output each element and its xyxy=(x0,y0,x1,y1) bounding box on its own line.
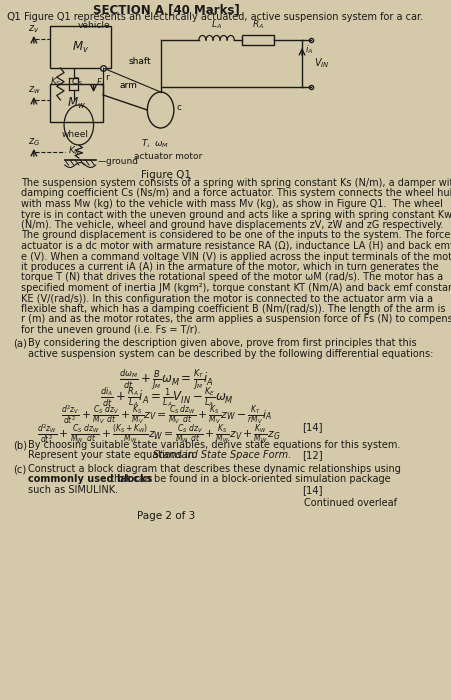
Text: SECTION A [40 Marks]: SECTION A [40 Marks] xyxy=(93,3,239,16)
Text: Page 2 of 3: Page 2 of 3 xyxy=(137,511,195,521)
Text: $i_A$: $i_A$ xyxy=(304,43,313,56)
Text: torque T (N) that drives the rotational speed of the motor ωM (rad/s). The motor: torque T (N) that drives the rotational … xyxy=(21,272,442,283)
Text: for the uneven ground (i.e. Fs = T/r).: for the uneven ground (i.e. Fs = T/r). xyxy=(21,325,200,335)
Text: [14]: [14] xyxy=(301,422,322,432)
Text: damping coefficient Cs (Ns/m) and a force actuator. This system connects the whe: damping coefficient Cs (Ns/m) and a forc… xyxy=(21,188,451,199)
Text: —ground: —ground xyxy=(97,157,138,166)
Text: $z_w$: $z_w$ xyxy=(28,84,41,96)
Text: $M_w$: $M_w$ xyxy=(67,95,86,111)
Text: Represent your state equations in: Represent your state equations in xyxy=(28,451,197,461)
Text: (N/m). The vehicle, wheel and ground have displacements zV, zW and zG respective: (N/m). The vehicle, wheel and ground hav… xyxy=(21,220,442,230)
Text: that can be found in a block-oriented simulation package: that can be found in a block-oriented si… xyxy=(106,475,390,484)
Text: $R_A$: $R_A$ xyxy=(251,18,263,31)
Text: actuator motor: actuator motor xyxy=(133,152,202,161)
Text: e (V). When a command voltage VIN (V) is applied across the input terminals of t: e (V). When a command voltage VIN (V) is… xyxy=(21,251,451,262)
Text: such as SIMULINK.: such as SIMULINK. xyxy=(28,485,118,495)
Text: $z_G$: $z_G$ xyxy=(28,136,40,148)
Text: $z_v$: $z_v$ xyxy=(28,23,39,35)
Text: By considering the description given above, prove from first principles that thi: By considering the description given abo… xyxy=(28,339,416,349)
Text: specified moment of inertia JM (kgm²), torque constant KT (Nm/A) and back emf co: specified moment of inertia JM (kgm²), t… xyxy=(21,283,451,293)
Text: tyre is in contact with the uneven ground and acts like a spring with spring con: tyre is in contact with the uneven groun… xyxy=(21,209,451,220)
Bar xyxy=(50,26,110,68)
Text: active suspension system can be described by the following differential equation: active suspension system can be describe… xyxy=(28,349,433,359)
Text: [12]: [12] xyxy=(301,451,322,461)
Text: it produces a current iA (A) in the armature of the motor, which in turn generat: it produces a current iA (A) in the arma… xyxy=(21,262,437,272)
Text: By choosing suitable state variables, derive state equations for this system.: By choosing suitable state variables, de… xyxy=(28,440,400,450)
Bar xyxy=(50,84,103,122)
Text: flexible shaft, which has a damping coefficient B (Nm/(rad/s)). The length of th: flexible shaft, which has a damping coef… xyxy=(21,304,444,314)
Text: wheel: wheel xyxy=(61,130,88,139)
Text: $F_s$: $F_s$ xyxy=(96,77,105,89)
Text: Q1: Q1 xyxy=(6,12,21,22)
Text: KE (V/(rad/s)). In this configuration the motor is connected to the actuator arm: KE (V/(rad/s)). In this configuration th… xyxy=(21,293,432,304)
Text: $\frac{d^2z_W}{dt^2} + \frac{C_S}{M_W}\frac{dz_W}{dt} + \frac{(K_S+K_W)}{M_W}z_W: $\frac{d^2z_W}{dt^2} + \frac{C_S}{M_W}\f… xyxy=(37,422,280,445)
Text: Construct a block diagram that describes these dynamic relationships using: Construct a block diagram that describes… xyxy=(28,464,400,474)
Text: c: c xyxy=(176,104,181,113)
Text: The ground displacement is considered to be one of the inputs to the system. The: The ground displacement is considered to… xyxy=(21,230,449,241)
Text: Continued overleaf: Continued overleaf xyxy=(303,498,396,508)
Text: shaft: shaft xyxy=(129,57,151,66)
Text: $M_v$: $M_v$ xyxy=(72,39,89,55)
Text: The suspension system consists of a spring with spring constant Ks (N/m), a damp: The suspension system consists of a spri… xyxy=(21,178,451,188)
Text: r (m) and as the motor rotates, the arm applies a suspension force of Fs (N) to : r (m) and as the motor rotates, the arm … xyxy=(21,314,451,325)
Text: $\frac{d\omega_M}{dt} + \frac{B}{J_M}\omega_M = \frac{K_T}{J_M}i_A$: $\frac{d\omega_M}{dt} + \frac{B}{J_M}\om… xyxy=(119,368,213,393)
Text: $C_S$: $C_S$ xyxy=(71,76,83,88)
Text: with mass Mw (kg) to the vehicle with mass Mv (kg), as show in Figure Q1.  The w: with mass Mw (kg) to the vehicle with ma… xyxy=(21,199,442,209)
Text: actuator is a dc motor with armature resistance RA (Ω), inductance LA (H) and ba: actuator is a dc motor with armature res… xyxy=(21,241,451,251)
Text: commonly used blocks: commonly used blocks xyxy=(28,475,152,484)
Text: r: r xyxy=(105,74,109,83)
Text: [14]: [14] xyxy=(301,485,322,495)
Text: $K_S$: $K_S$ xyxy=(50,76,62,88)
Text: Standard State Space Form.: Standard State Space Form. xyxy=(153,451,291,461)
Text: $V_{IN}$: $V_{IN}$ xyxy=(313,57,329,71)
Text: vehicle: vehicle xyxy=(77,21,110,30)
Bar xyxy=(241,35,273,45)
Text: Figure Q1 represents an electrically actuated, active suspension system for a ca: Figure Q1 represents an electrically act… xyxy=(23,12,422,22)
Text: (a): (a) xyxy=(13,339,27,349)
Text: $T,\ \omega_M$: $T,\ \omega_M$ xyxy=(140,138,168,150)
Text: $\frac{d^2z_V}{dt^2} + \frac{C_S}{M_V}\frac{dz_V}{dt} + \frac{K_S}{M_V}z_V = \fr: $\frac{d^2z_V}{dt^2} + \frac{C_S}{M_V}\f… xyxy=(61,403,272,426)
Text: $\frac{di_A}{dt} + \frac{R_A}{L_A}i_A = \frac{1}{L_A}V_{IN} - \frac{K_E}{L_A}\om: $\frac{di_A}{dt} + \frac{R_A}{L_A}i_A = … xyxy=(99,385,233,409)
Text: arm: arm xyxy=(119,81,137,90)
Text: (c): (c) xyxy=(13,464,27,474)
Text: (b): (b) xyxy=(13,440,27,450)
Text: Figure Q1: Figure Q1 xyxy=(141,170,191,180)
Text: $L_A$: $L_A$ xyxy=(211,18,221,31)
Text: $K_w$: $K_w$ xyxy=(68,145,81,158)
